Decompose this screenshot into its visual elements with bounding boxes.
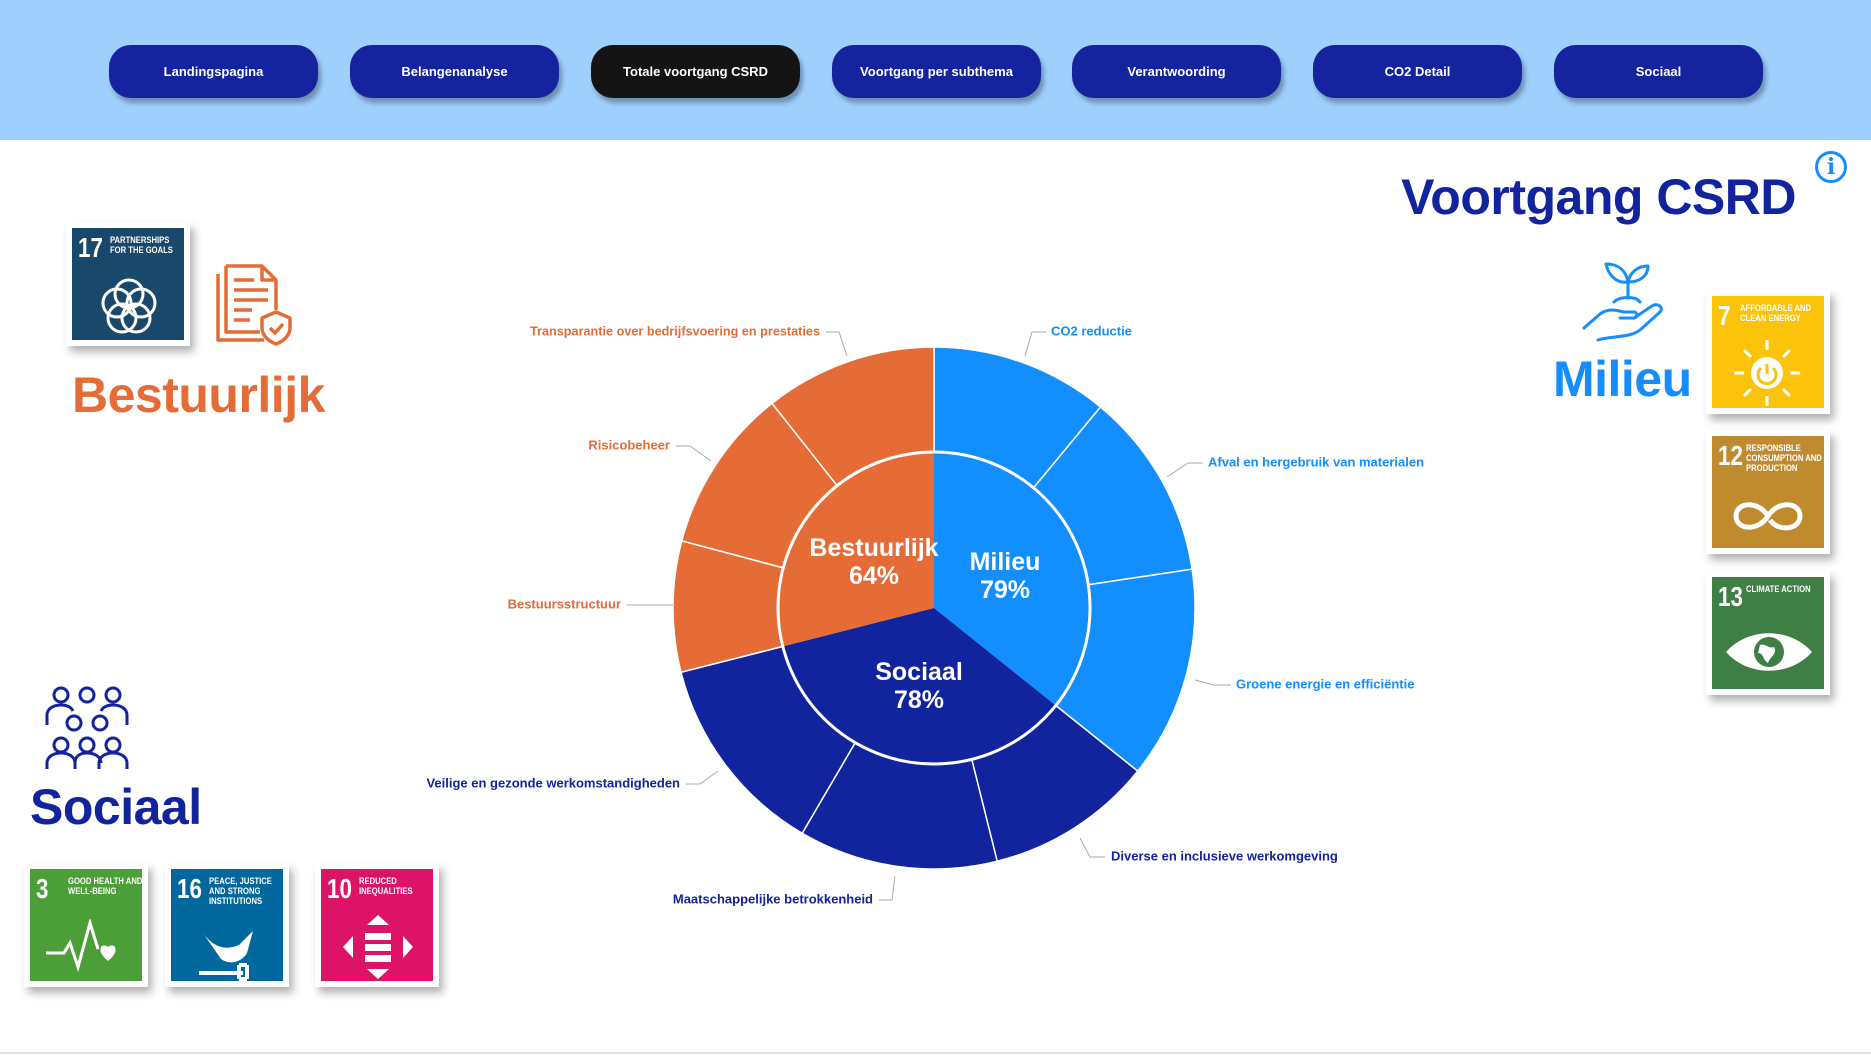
inner-label-value: 64% xyxy=(849,562,899,590)
inner-slice-bestuurlijk[interactable] xyxy=(778,452,934,647)
inner-ring-border xyxy=(776,450,1092,766)
sdg-number: 17 xyxy=(78,232,103,263)
sun-power-icon xyxy=(1734,340,1800,406)
sdg-number: 7 xyxy=(1718,300,1731,331)
nav-voortgang-per-subthema[interactable]: Voortgang per subthema xyxy=(832,45,1041,98)
equality-arrows-icon xyxy=(343,915,413,979)
sdg-number: 16 xyxy=(177,873,202,904)
sdg-tile-12: 12 Responsible consumption and productio… xyxy=(1706,430,1830,554)
sdg-tile-17: 17 Partnerships for the goals xyxy=(66,222,190,346)
category-milieu: Milieu xyxy=(1553,351,1692,407)
leader-lines xyxy=(627,331,1231,901)
nav-sociaal[interactable]: Sociaal xyxy=(1554,45,1763,98)
outer-label: Afval en hergebruik van materialen xyxy=(1208,454,1424,469)
sdg-number: 3 xyxy=(36,873,49,904)
page-title: Voortgang CSRD xyxy=(1401,169,1796,225)
outer-label: Risicobeheer xyxy=(588,437,670,452)
info-icon[interactable]: i xyxy=(1815,151,1847,183)
nav-verantwoording[interactable]: Verantwoording xyxy=(1072,45,1281,98)
outer-label: Bestuursstructuur xyxy=(508,596,621,611)
sdg-text: Responsible consumption and production xyxy=(1746,443,1822,473)
sdg-text: Reduced inequalities xyxy=(359,876,413,896)
sdg-text: Peace, justice and strong institutions xyxy=(209,876,272,906)
nav-landingspagina[interactable]: Landingspagina xyxy=(109,45,318,98)
outer-label: Transparantie over bedrijfsvoering en pr… xyxy=(530,323,820,338)
category-bestuurlijk: Bestuurlijk xyxy=(72,367,325,423)
sdg-tile-3: 3 Good health and well-being xyxy=(24,863,148,987)
sdg-text: Affordable and clean energy xyxy=(1740,303,1812,323)
inner-slice-sociaal[interactable] xyxy=(782,608,1056,764)
outer-label: Groene energie en efficiëntie xyxy=(1236,676,1414,691)
sdg-number: 10 xyxy=(327,873,352,904)
sdg-number: 12 xyxy=(1718,440,1743,471)
people-group-icon xyxy=(45,686,129,769)
nav-belangenanalyse[interactable]: Belangenanalyse xyxy=(350,45,559,98)
inner-label-name: Milieu xyxy=(970,548,1041,576)
outer-label: Veilige en gezonde werkomstandigheden xyxy=(426,775,680,790)
sdg-text: Good health and well-being xyxy=(68,876,143,896)
sdg-tile-7: 7 Affordable and clean energy xyxy=(1706,290,1830,414)
inner-slice-milieu[interactable] xyxy=(934,452,1090,706)
inner-label-name: Bestuurlijk xyxy=(809,534,938,562)
divider xyxy=(0,1052,1871,1054)
plant-in-hand-icon xyxy=(1582,262,1663,342)
sdg-tile-16: 16 Peace, justice and strong institution… xyxy=(165,863,289,987)
eye-globe-icon xyxy=(1726,633,1812,671)
sdg-number: 13 xyxy=(1718,581,1743,612)
outer-label: Diverse en inclusieve werkomgeving xyxy=(1111,848,1338,863)
document-shield-icon xyxy=(216,264,292,346)
top-nav: Landingspagina Belangenanalyse Totale vo… xyxy=(0,0,1871,140)
infinity-icon xyxy=(1733,502,1803,531)
flower-rings-icon xyxy=(101,278,157,334)
sdg-tile-13: 13 Climate action xyxy=(1706,571,1830,695)
sdg-text: Partnerships for the goals xyxy=(110,235,173,255)
inner-label-value: 79% xyxy=(980,576,1030,604)
nav-totale-voortgang-csrd[interactable]: Totale voortgang CSRD xyxy=(591,45,800,98)
heartbeat-icon xyxy=(46,919,116,973)
outer-label: Maatschappelijke betrokkenheid xyxy=(673,891,873,906)
nav-co2-detail[interactable]: CO2 Detail xyxy=(1313,45,1522,98)
category-sociaal: Sociaal xyxy=(30,779,202,835)
sdg-tile-10: 10 Reduced inequalities xyxy=(315,863,439,987)
outer-label: CO2 reductie xyxy=(1051,323,1132,338)
inner-label-value: 78% xyxy=(894,686,944,714)
sdg-text: Climate action xyxy=(1746,584,1811,594)
inner-label-name: Sociaal xyxy=(875,658,963,686)
dove-gavel-icon xyxy=(199,931,253,981)
